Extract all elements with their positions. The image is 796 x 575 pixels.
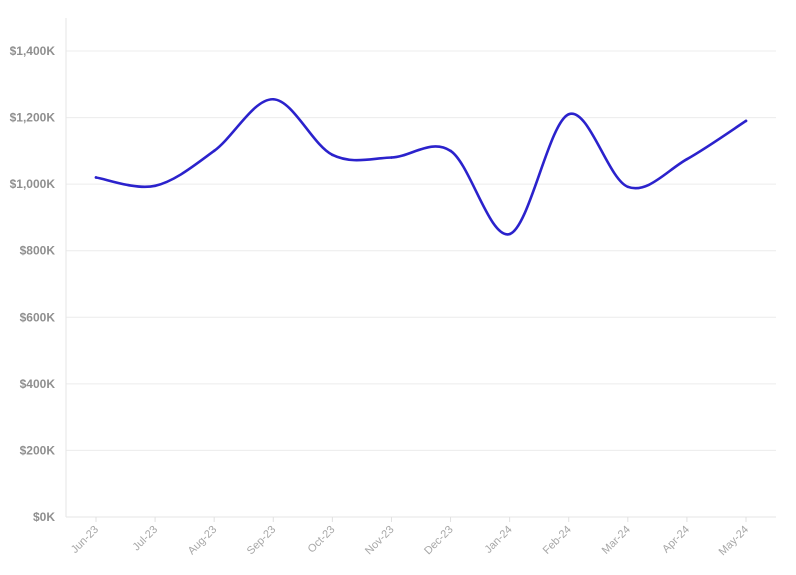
y-tick-label: $800K [20, 244, 56, 258]
series-line [94, 97, 748, 236]
x-axis-tick-labels: Jun-23 Jul-23 Aug-23 Sep-23 Oct-23 Nov-23 Dec-… [69, 524, 751, 558]
y-tick-label: $200K [20, 443, 56, 457]
y-tick-label: $0K [33, 510, 55, 524]
y-tick-label: $400K [20, 377, 56, 391]
gridlines [66, 50, 776, 451]
data-point [626, 185, 630, 189]
data-point [212, 149, 216, 153]
axes [65, 18, 776, 522]
x-tick-label: Dec-23 [422, 524, 456, 558]
data-point [685, 157, 689, 161]
x-tick-label: Jan-24 [482, 524, 514, 556]
x-tick-label: Mar-24 [600, 524, 633, 557]
x-tick-label: May-24 [717, 524, 751, 558]
y-tick-label: $1,400K [10, 44, 56, 58]
data-point [449, 149, 452, 153]
x-tick-label: Nov-23 [363, 524, 397, 558]
y-tick-label: $600K [20, 310, 56, 324]
data-point [331, 153, 334, 157]
series-layer [94, 97, 748, 236]
data-point [390, 156, 393, 159]
data-point [153, 184, 157, 188]
data-point [94, 176, 98, 179]
x-tick-label: Jul-23 [131, 524, 161, 554]
data-point [567, 112, 571, 116]
y-tick-label: $1,200K [10, 111, 56, 125]
x-tick-label: Sep-23 [245, 524, 279, 558]
x-tick-label: Feb-24 [541, 524, 574, 557]
data-point [744, 119, 748, 123]
data-point [508, 232, 511, 236]
y-axis-tick-labels: $0K $200K $400K $600K $800K $1,000K $1,200K $1,… [10, 44, 56, 524]
x-tick-label: Jun-23 [69, 524, 101, 556]
y-tick-label: $1,000K [10, 177, 56, 191]
x-tick-label: Oct-23 [306, 524, 338, 556]
data-point [271, 97, 275, 101]
x-tick-label: Apr-24 [660, 524, 692, 556]
x-tick-label: Aug-23 [186, 524, 220, 558]
